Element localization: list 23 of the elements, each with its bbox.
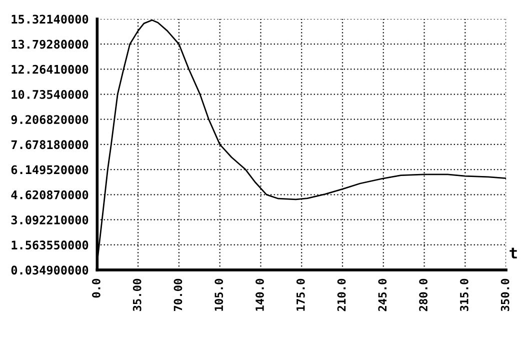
x-tick-label: 210.0 — [337, 278, 346, 312]
x-tick-label: 0.0 — [92, 278, 100, 298]
y-tick-label: 6.149520000 — [11, 165, 88, 174]
x-tick-label: 140.0 — [256, 278, 264, 311]
y-tick-label: 15.32140000 — [12, 14, 88, 24]
x-tick-label: 70.00 — [174, 278, 182, 311]
y-tick-label: 0.034900000 — [11, 266, 88, 275]
x-tick-label: 315.0 — [460, 278, 468, 312]
y-tick-label: 7.678180000 — [11, 140, 88, 150]
x-tick-label: 175.0 — [296, 278, 305, 311]
x-tick-label: 350.0 — [500, 278, 510, 312]
x-tick-label: 280.0 — [419, 278, 428, 312]
x-axis-title: t — [510, 248, 517, 258]
y-tick-label: 4.620870000 — [11, 190, 88, 200]
y-tick-label: 10.73540000 — [12, 90, 88, 99]
y-tick-label: 3.092210000 — [11, 215, 88, 224]
y-tick-label: 13.79280000 — [12, 40, 88, 49]
y-tick-label: 12.26410000 — [12, 64, 88, 74]
x-tick-label: 245.0 — [378, 278, 387, 312]
x-tick-label: 35.00 — [132, 278, 142, 312]
y-tick-label: 9.206820000 — [11, 115, 88, 124]
x-tick-label: 105.0 — [214, 278, 224, 311]
y-tick-label: 1.563550000 — [12, 240, 88, 250]
